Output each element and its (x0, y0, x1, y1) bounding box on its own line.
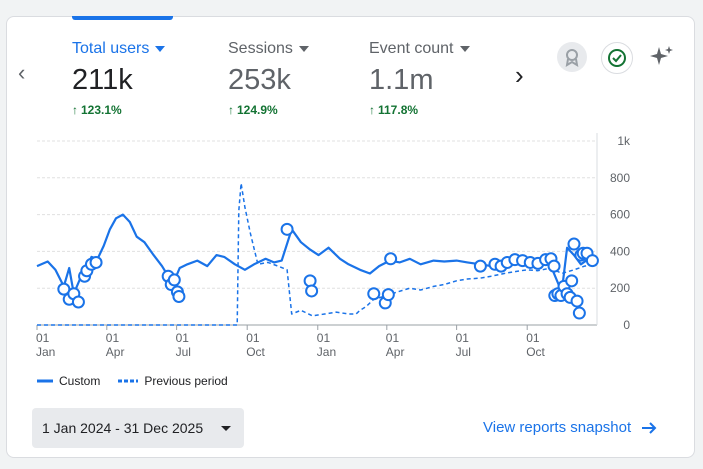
caret-down-icon (459, 46, 470, 52)
anomaly-marker (473, 259, 487, 273)
legend-dashed-line-icon (118, 379, 139, 383)
view-reports-snapshot-link[interactable]: View reports snapshot (483, 419, 657, 436)
anomaly-marker (89, 255, 103, 269)
metric-total-users[interactable]: Total users 211k ↑ 123.1% (72, 40, 166, 117)
anomaly-marker (381, 288, 395, 302)
anomaly-marker (305, 284, 319, 298)
x-tick-month: Jul (456, 345, 471, 359)
y-tick-label: 1k (617, 134, 631, 148)
arrow-up-icon: ↑ (369, 103, 375, 117)
check-circle-icon[interactable] (601, 42, 633, 74)
metric-value: 1.1m (369, 64, 434, 96)
x-tick-month: Oct (246, 345, 265, 359)
metric-event-count[interactable]: Event count 1.1m ↑ 117.8% (369, 40, 470, 117)
x-tick-day: 01 (456, 331, 470, 345)
active-tab-indicator (72, 16, 173, 20)
metric-value: 211k (72, 64, 133, 96)
chart-grid (37, 133, 598, 326)
metric-label: Sessions (228, 40, 309, 58)
anomaly-marker (71, 295, 85, 309)
legend-solid-line-icon (37, 379, 53, 383)
anomaly-marker (172, 289, 186, 303)
arrow-right-icon (642, 421, 657, 434)
arrow-up-icon: ↑ (228, 103, 234, 117)
chart-markers (57, 222, 599, 320)
y-tick-label: 800 (610, 171, 630, 185)
x-tick-month: Jul (176, 345, 191, 359)
chevron-right-icon[interactable]: › (515, 60, 524, 90)
y-tick-label: 0 (623, 318, 630, 332)
metric-sessions[interactable]: Sessions 253k ↑ 124.9% (228, 40, 309, 117)
anomaly-marker (280, 222, 294, 236)
caret-down-icon (221, 426, 231, 431)
y-axis-ticks: 0 200 400 600 800 1k (610, 134, 631, 332)
sparkle-icon[interactable] (647, 42, 677, 72)
metric-label: Total users (72, 40, 166, 58)
anomaly-marker (167, 273, 181, 287)
x-tick-day: 01 (526, 331, 540, 345)
x-tick-month: Apr (106, 345, 125, 359)
y-tick-label: 600 (610, 208, 630, 222)
overview-card (6, 16, 695, 458)
anomaly-marker (585, 254, 599, 268)
metric-delta: ↑ 124.9% (228, 103, 278, 117)
x-tick-month: Apr (386, 345, 405, 359)
anomaly-marker (567, 237, 581, 251)
metric-value: 253k (228, 64, 291, 96)
anomaly-marker (572, 306, 586, 320)
anomaly-marker (547, 259, 561, 273)
anomaly-marker (565, 274, 579, 288)
chevron-left-icon[interactable]: ‹ (18, 60, 26, 85)
anomaly-marker (367, 287, 381, 301)
arrow-up-icon: ↑ (72, 103, 78, 117)
y-tick-label: 200 (610, 281, 630, 295)
x-tick-day: 01 (176, 331, 190, 345)
caret-down-icon (298, 46, 309, 52)
legend-item-custom: Custom (37, 374, 100, 388)
x-tick-day: 01 (36, 331, 50, 345)
x-tick-month: Oct (526, 345, 545, 359)
y-tick-label: 400 (610, 244, 630, 258)
date-range-selector[interactable]: 1 Jan 2024 - 31 Dec 2025 (32, 408, 244, 448)
anomaly-marker (384, 252, 398, 266)
chart-legend: Custom Previous period (37, 374, 246, 388)
series-previous-period (37, 182, 598, 326)
caret-down-icon (155, 46, 166, 52)
legend-item-previous-period: Previous period (118, 374, 228, 388)
metric-delta: ↑ 117.8% (369, 103, 419, 117)
x-tick-day: 01 (317, 331, 331, 345)
metric-delta: ↑ 123.1% (72, 103, 122, 117)
x-tick-day: 01 (246, 331, 260, 345)
x-tick-month: Jan (317, 345, 336, 359)
award-badge-icon[interactable] (557, 42, 587, 72)
x-tick-day: 01 (386, 331, 400, 345)
metric-label: Event count (369, 40, 470, 58)
x-tick-month: Jan (36, 345, 55, 359)
anomaly-marker (570, 294, 584, 308)
x-tick-day: 01 (106, 331, 120, 345)
